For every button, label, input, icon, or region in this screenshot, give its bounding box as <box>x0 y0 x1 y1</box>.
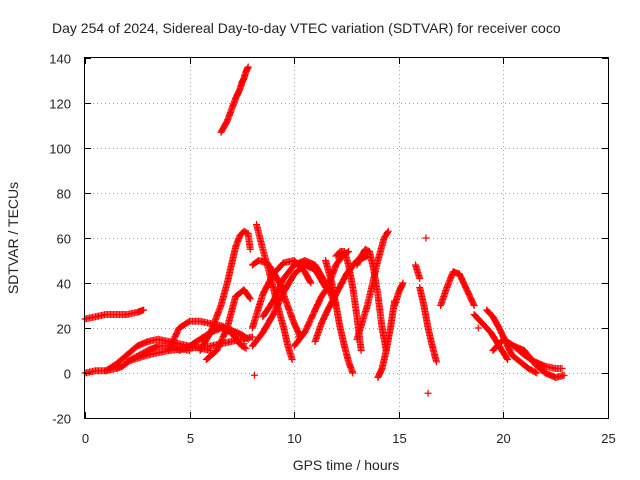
y-tick-label: 100 <box>49 142 71 157</box>
isolated-point <box>294 333 302 341</box>
series-track-20 <box>353 227 392 343</box>
x-tick-label: 25 <box>601 431 615 446</box>
x-tick-labels: 0 5 10 15 20 25 <box>82 431 616 446</box>
series-track-25 <box>437 268 478 309</box>
series-points-track-29 <box>510 342 568 381</box>
series-track-22 <box>391 279 407 309</box>
plot-frame <box>84 57 609 419</box>
series-points-track-21 <box>374 297 399 381</box>
series-track-14 <box>259 257 340 321</box>
x-tick-label: 0 <box>82 431 89 446</box>
series-points-track-25 <box>437 268 478 309</box>
series-points-track-07 <box>217 63 252 136</box>
x-tick-label: 15 <box>392 431 406 446</box>
isolated-point <box>250 371 258 379</box>
isolated-point <box>422 234 430 242</box>
series-points-track-20 <box>353 227 392 343</box>
y-tick-label: 60 <box>57 232 71 247</box>
y-tick-label: 20 <box>57 322 71 337</box>
series-points-track-24 <box>416 284 440 366</box>
y-tick-labels: -20 0 20 40 60 80 100 120 140 <box>49 52 71 427</box>
series-track-17 <box>322 257 357 377</box>
series-points-track-23 <box>412 261 424 282</box>
series-points-track-08 <box>196 227 254 354</box>
series-track-21 <box>374 297 399 381</box>
axis-ticks <box>85 58 609 419</box>
y-tick-label: 40 <box>57 277 71 292</box>
isolated-point <box>474 324 482 332</box>
series-track-29 <box>510 342 568 381</box>
y-tick-label: 80 <box>57 187 71 202</box>
x-tick-label: 5 <box>187 431 194 446</box>
x-tick-label: 10 <box>287 431 301 446</box>
y-tick-label: 120 <box>49 97 71 112</box>
y-tick-label: 0 <box>64 367 71 382</box>
chart-title: Day 254 of 2024, Sidereal Day-to-day VTE… <box>52 20 561 36</box>
series-track-08 <box>196 227 254 354</box>
y-tick-label: 140 <box>49 52 71 67</box>
series-track-23 <box>412 261 424 282</box>
y-tick-label: -20 <box>52 412 71 427</box>
isolated-point <box>240 340 248 348</box>
series-track-07 <box>217 63 252 136</box>
x-tick-label: 20 <box>496 431 510 446</box>
x-axis-label: GPS time / hours <box>293 457 400 473</box>
data-marks <box>81 63 568 397</box>
series-points-track-22 <box>391 279 407 309</box>
series-points-track-09 <box>202 286 254 363</box>
series-track-09 <box>202 286 254 363</box>
y-axis-label: SDTVAR / TECUs <box>5 182 21 294</box>
series-points-track-14 <box>259 257 340 321</box>
isolated-point <box>424 389 432 397</box>
series-track-24 <box>416 284 440 366</box>
series-points-track-17 <box>322 257 357 377</box>
